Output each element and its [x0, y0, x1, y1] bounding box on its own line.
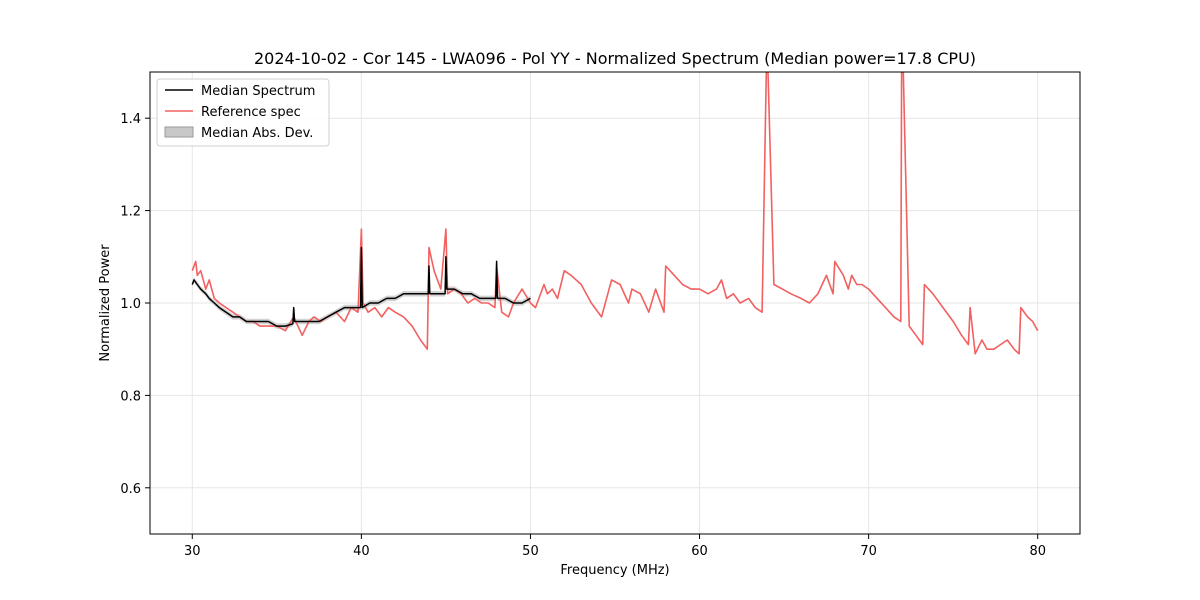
x-tick-label: 70: [860, 544, 877, 559]
legend-mad-swatch: [164, 126, 194, 138]
y-axis-label: Normalized Power: [98, 244, 113, 362]
median-spectrum-line: [191, 246, 531, 327]
x-tick-label: 40: [353, 544, 370, 559]
chart-title: 2024-10-02 - Cor 145 - LWA096 - Pol YY -…: [254, 49, 976, 68]
legend: Median Spectrum Reference spec Median Ab…: [156, 78, 330, 147]
x-axis-label: Frequency (MHz): [560, 563, 669, 578]
y-axis: 0.6 0.8 1.0 1.2 1.4: [120, 112, 150, 497]
y-tick-label: 0.8: [120, 389, 141, 404]
x-tick-label: 80: [1029, 544, 1046, 559]
y-tick-label: 1.0: [120, 297, 141, 312]
plot-series: [191, 72, 1039, 355]
y-tick-label: 1.4: [120, 112, 141, 127]
x-tick-label: 50: [522, 544, 539, 559]
y-tick-label: 0.6: [120, 482, 141, 497]
legend-box: [156, 78, 330, 147]
legend-mad-label: Median Abs. Dev.: [201, 126, 313, 141]
x-tick-label: 60: [691, 544, 708, 559]
x-axis: 30 40 50 60 70 80: [184, 534, 1046, 559]
legend-median-label: Median Spectrum: [201, 84, 315, 99]
x-tick-label: 30: [184, 544, 201, 559]
legend-reference-label: Reference spec: [201, 105, 301, 120]
y-tick-label: 1.2: [120, 205, 141, 220]
